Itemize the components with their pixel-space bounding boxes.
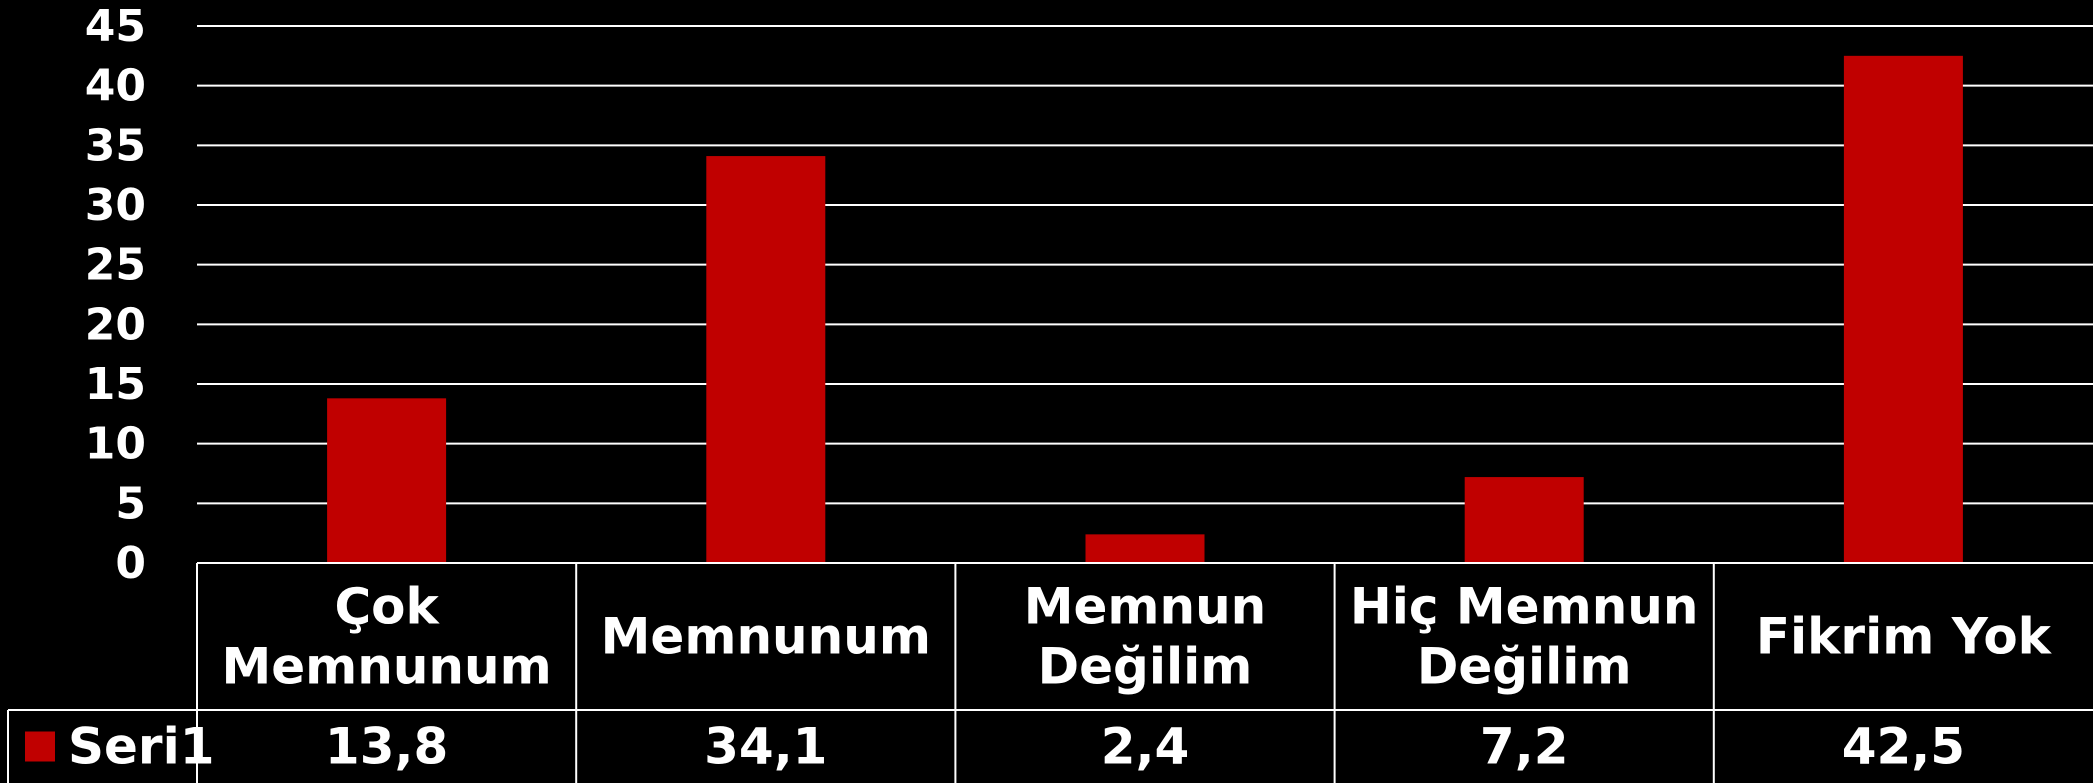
gridlines <box>197 25 2093 505</box>
data-label: 13,8 <box>325 718 448 776</box>
y-tick-label: 35 <box>85 120 146 171</box>
y-tick-label: 30 <box>85 180 146 231</box>
y-tick-label: 5 <box>115 478 146 529</box>
y-tick-label: 0 <box>115 538 146 589</box>
data-label: 2,4 <box>1101 718 1190 776</box>
y-tick-label: 15 <box>85 359 146 410</box>
data-label: 34,1 <box>704 718 827 776</box>
category-label: Çok <box>334 578 440 636</box>
bar <box>327 398 447 563</box>
y-tick-label: 10 <box>85 419 146 470</box>
bar <box>1464 477 1584 563</box>
y-axis-ticks: 0 5 10 15 20 25 30 35 40 45 <box>85 1 146 589</box>
legend-key <box>25 731 55 762</box>
y-tick-label: 45 <box>85 1 146 52</box>
category-label: Değilim <box>1038 638 1253 696</box>
category-label: Memnunum <box>221 638 551 696</box>
y-tick-label: 40 <box>85 61 146 112</box>
category-label: Memnun <box>1024 578 1267 636</box>
category-label: Hiç Memnun <box>1350 578 1699 636</box>
data-label: 7,2 <box>1480 718 1569 776</box>
bar <box>1085 534 1205 563</box>
bar <box>1843 55 1963 563</box>
data-label: 42,5 <box>1842 718 1965 776</box>
legend-series-name: Seri1 <box>68 718 215 776</box>
bars <box>327 55 1963 563</box>
category-label: Değilim <box>1417 638 1632 696</box>
y-tick-label: 20 <box>85 299 146 350</box>
bar <box>706 156 826 563</box>
y-tick-label: 25 <box>85 240 146 291</box>
category-label: Memnunum <box>601 608 931 666</box>
category-label: Fikrim Yok <box>1756 608 2053 666</box>
